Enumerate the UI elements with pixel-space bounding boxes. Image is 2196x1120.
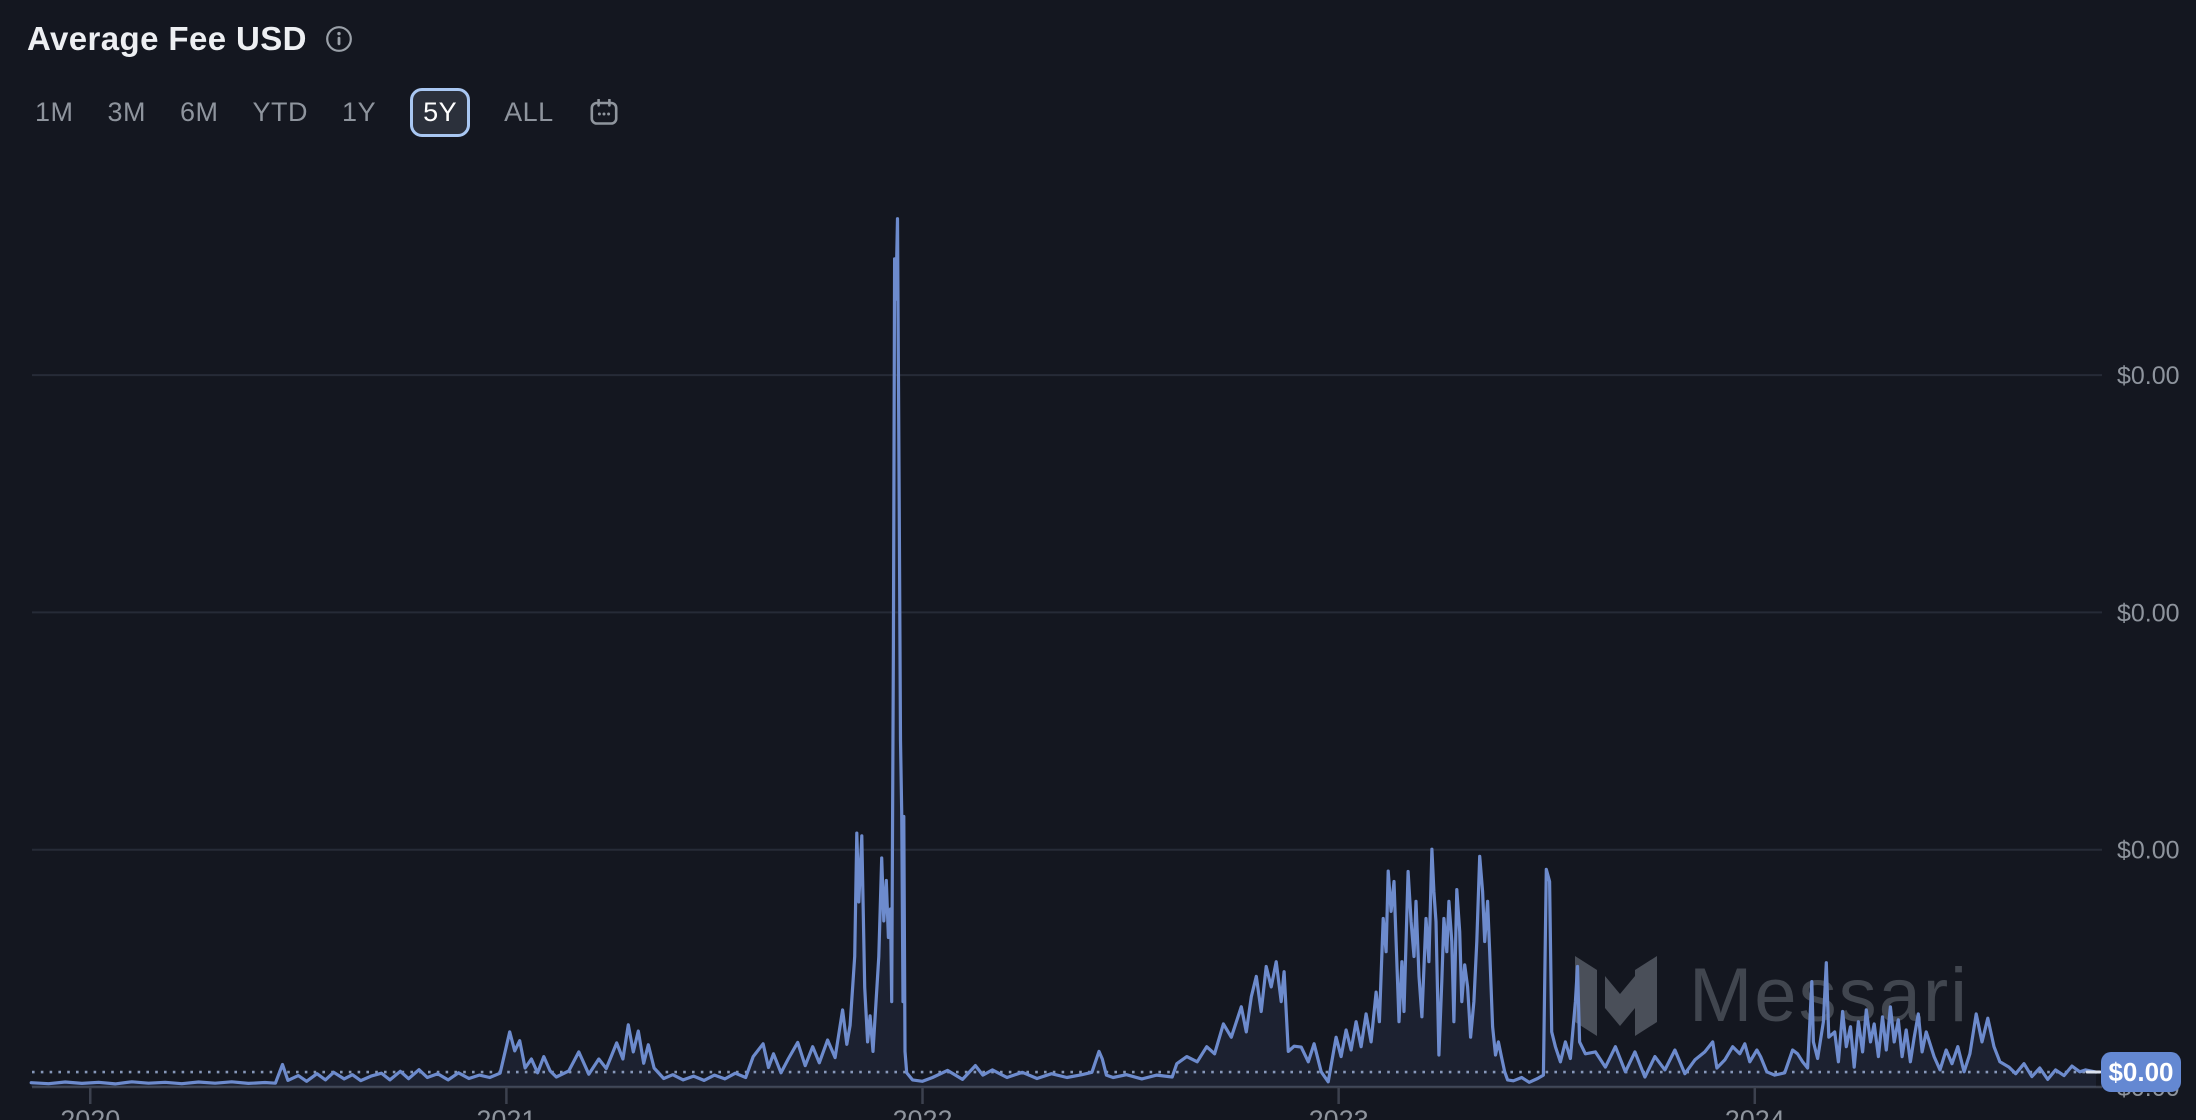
y-axis-label: $0.00 xyxy=(2117,599,2180,627)
range-button-5y[interactable]: 5Y xyxy=(410,88,471,137)
x-tick-label: 2022 xyxy=(892,1105,952,1120)
range-button-1m[interactable]: 1M xyxy=(35,97,74,127)
range-button-1y[interactable]: 1Y xyxy=(342,97,377,127)
info-icon xyxy=(326,26,352,52)
calendar-icon xyxy=(590,99,618,125)
range-button-6m[interactable]: 6M xyxy=(180,97,219,127)
x-tick-label: 2020 xyxy=(60,1105,120,1120)
current-value-badge xyxy=(2101,1052,2181,1093)
info-button[interactable] xyxy=(325,25,353,53)
range-button-all[interactable]: ALL xyxy=(504,97,554,127)
messari-watermark: Messari xyxy=(1575,953,1967,1038)
range-button-ytd[interactable]: YTD xyxy=(252,97,309,127)
messari-logo-icon xyxy=(1575,956,1657,1036)
range-buttons: 1M 3M 6M YTD 1Y 5Y ALL xyxy=(35,88,554,137)
x-tick-label: 2023 xyxy=(1309,1105,1369,1120)
range-button-3m[interactable]: 3M xyxy=(107,97,147,127)
x-tick-label: 2021 xyxy=(476,1105,536,1120)
x-tick-label: 2024 xyxy=(1725,1105,1785,1120)
y-axis-label: $0.00 xyxy=(2117,362,2180,390)
current-value-badge-label: $0.00 xyxy=(2108,1057,2173,1087)
range-toolbar: 1M 3M 6M YTD 1Y 5Y ALL xyxy=(35,86,618,139)
y-axis-label: $0.00 xyxy=(2117,837,2180,865)
page-title: Average Fee USD xyxy=(27,20,307,57)
series-line xyxy=(29,217,2098,1086)
calendar-button[interactable] xyxy=(590,99,618,126)
header: Average Fee USD xyxy=(27,20,353,58)
